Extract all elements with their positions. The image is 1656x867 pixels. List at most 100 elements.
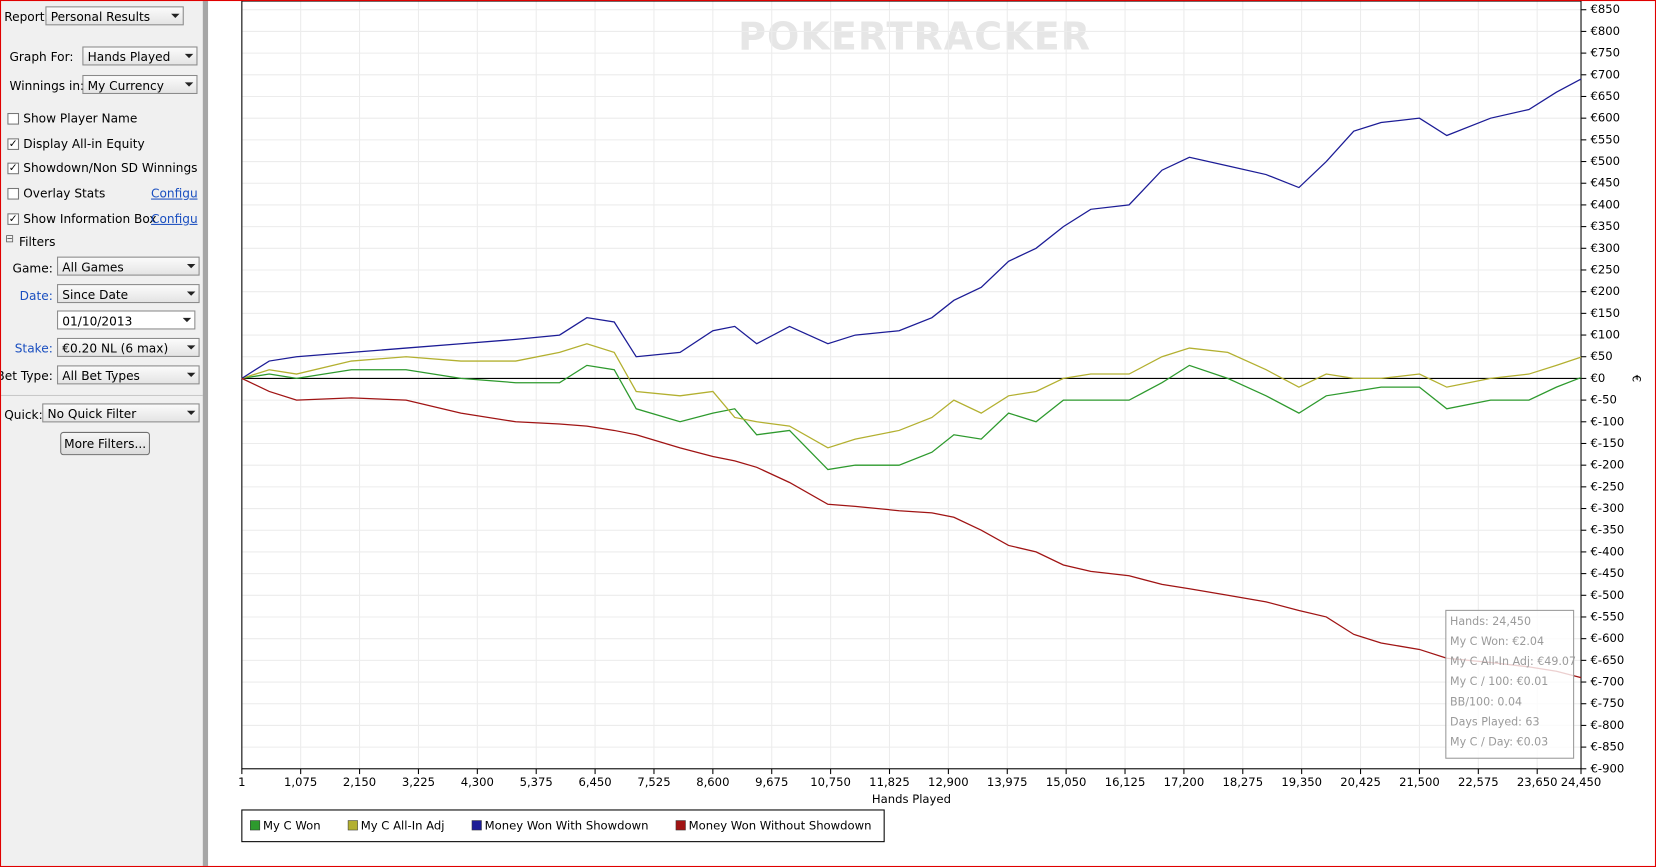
y-tick-label: €-300 bbox=[1591, 501, 1625, 515]
legend-label: My C All-In Adj bbox=[361, 818, 445, 832]
x-tick-label: 6,450 bbox=[578, 775, 611, 789]
series-line bbox=[241, 364, 1582, 471]
info-line: My C Won: €2.04 bbox=[1450, 635, 1544, 648]
configure-link[interactable]: Configure bbox=[151, 211, 198, 226]
x-tick-label: 21,500 bbox=[1399, 775, 1440, 789]
y-tick-label: €-100 bbox=[1591, 414, 1625, 428]
x-tick-label: 23,650 bbox=[1517, 775, 1558, 789]
option-label: Overlay Stats bbox=[23, 185, 106, 201]
y-tick-label: €850 bbox=[1591, 2, 1621, 16]
info-line: Hands: 24,450 bbox=[1450, 615, 1531, 628]
select[interactable]: All Games bbox=[57, 256, 200, 276]
select[interactable]: No Quick Filter bbox=[42, 403, 200, 423]
x-tick-label: 15,050 bbox=[1046, 775, 1087, 789]
y-tick-label: €650 bbox=[1591, 89, 1621, 103]
collapse-icon[interactable]: ⊟ bbox=[5, 233, 15, 245]
x-tick-label: 10,750 bbox=[810, 775, 851, 789]
legend-swatch bbox=[250, 820, 261, 831]
plot-frame bbox=[241, 0, 1582, 770]
x-tick-label: 17,200 bbox=[1164, 775, 1205, 789]
y-tick-label: €600 bbox=[1591, 111, 1621, 125]
y-tick-label: €-800 bbox=[1591, 718, 1625, 732]
y-tick-label: €750 bbox=[1591, 46, 1621, 60]
option-label: Display All-in Equity bbox=[23, 136, 145, 152]
date-input[interactable]: 01/10/2013 bbox=[57, 310, 196, 330]
x-tick-label: 4,300 bbox=[461, 775, 494, 789]
y-tick-label: €-750 bbox=[1591, 696, 1625, 710]
x-tick-label: 7,525 bbox=[637, 775, 670, 789]
y-tick-label: €-350 bbox=[1591, 523, 1625, 537]
label: Quick: bbox=[4, 407, 43, 423]
info-line: My C / 100: €0.01 bbox=[1450, 675, 1548, 688]
label: Date: bbox=[19, 288, 53, 304]
y-tick-label: €-150 bbox=[1591, 436, 1625, 450]
x-tick-label: 18,275 bbox=[1222, 775, 1263, 789]
checkbox[interactable] bbox=[7, 187, 20, 200]
y-tick-label: €-450 bbox=[1591, 566, 1625, 580]
y-tick-label: €450 bbox=[1591, 176, 1621, 190]
y-tick-label: €50 bbox=[1591, 349, 1613, 363]
x-tick-label: 16,125 bbox=[1105, 775, 1146, 789]
info-box: Hands: 24,450 My C Won: €2.04 My C All-In … bbox=[1445, 609, 1576, 759]
y-tick-label: €700 bbox=[1591, 67, 1621, 81]
legend-label: Money Won Without Showdown bbox=[689, 818, 872, 832]
legend-swatch bbox=[675, 820, 686, 831]
legend: My C Won My C All-In Adj Money Won With Sh… bbox=[241, 809, 885, 843]
splitter[interactable] bbox=[202, 1, 209, 866]
option-label: Show Player Name bbox=[23, 110, 138, 126]
checkbox[interactable]: ✓ bbox=[7, 162, 20, 175]
x-tick-label: 8,600 bbox=[696, 775, 729, 789]
x-tick-label: 19,350 bbox=[1281, 775, 1322, 789]
x-tick-label: 12,900 bbox=[928, 775, 969, 789]
info-line: My C / Day: €0.03 bbox=[1450, 735, 1548, 748]
x-tick-label: 9,675 bbox=[755, 775, 788, 789]
legend-swatch bbox=[471, 820, 482, 831]
button[interactable]: More Filters... bbox=[60, 431, 150, 456]
y-tick-label: €300 bbox=[1591, 241, 1621, 255]
label: Report: bbox=[4, 9, 49, 25]
y-tick-label: €0 bbox=[1591, 371, 1606, 385]
legend-label: Money Won With Showdown bbox=[485, 818, 649, 832]
option-label: Showdown/Non SD Winnings bbox=[23, 160, 198, 176]
label: Game: bbox=[12, 260, 53, 276]
y-tick-label: €-50 bbox=[1591, 393, 1617, 407]
checkbox[interactable]: ✓ bbox=[7, 213, 20, 225]
y-tick-label: €-400 bbox=[1591, 544, 1625, 558]
x-tick-label: 20,425 bbox=[1340, 775, 1381, 789]
select[interactable]: Hands Played bbox=[82, 46, 198, 66]
y-tick-label: €150 bbox=[1591, 306, 1621, 320]
legend-swatch bbox=[347, 820, 358, 831]
y-tick-label: €-900 bbox=[1591, 761, 1625, 775]
x-tick-label: 11,825 bbox=[869, 775, 910, 789]
separator bbox=[1, 394, 203, 397]
label: Winnings in: bbox=[9, 78, 85, 93]
info-line: Days Played: 63 bbox=[1450, 715, 1539, 728]
select[interactable]: My Currency bbox=[82, 74, 198, 94]
label: Stake: bbox=[14, 341, 53, 356]
y-tick-label: €-550 bbox=[1591, 609, 1625, 623]
select[interactable]: Since Date bbox=[57, 284, 200, 304]
x-tick-label: 13,975 bbox=[987, 775, 1028, 789]
series-line bbox=[241, 343, 1582, 449]
x-tick-label: 24,450 bbox=[1561, 775, 1602, 789]
y-tick-label: €-650 bbox=[1591, 653, 1625, 667]
y-tick-label: €800 bbox=[1591, 24, 1621, 38]
configure-link[interactable]: Configure bbox=[151, 185, 198, 201]
series-line bbox=[241, 78, 1582, 379]
y-tick-label: €-850 bbox=[1591, 740, 1625, 754]
x-tick-label: 1 bbox=[238, 775, 245, 789]
legend-label: My C Won bbox=[263, 818, 321, 832]
checkbox[interactable]: ✓ bbox=[7, 138, 20, 150]
select[interactable]: €0.20 NL (6 max) bbox=[57, 337, 200, 357]
watermark: POKERTRACKER bbox=[738, 15, 1091, 59]
y-tick-label: €400 bbox=[1591, 197, 1621, 211]
select[interactable]: All Bet Types bbox=[57, 365, 200, 385]
y-tick-label: €-700 bbox=[1591, 675, 1625, 689]
checkbox[interactable] bbox=[7, 112, 20, 125]
select[interactable]: Personal Results bbox=[45, 6, 184, 26]
option-label: Show Information Box bbox=[23, 211, 157, 226]
section-title: Filters bbox=[19, 234, 56, 250]
y-tick-label: €100 bbox=[1591, 328, 1621, 342]
